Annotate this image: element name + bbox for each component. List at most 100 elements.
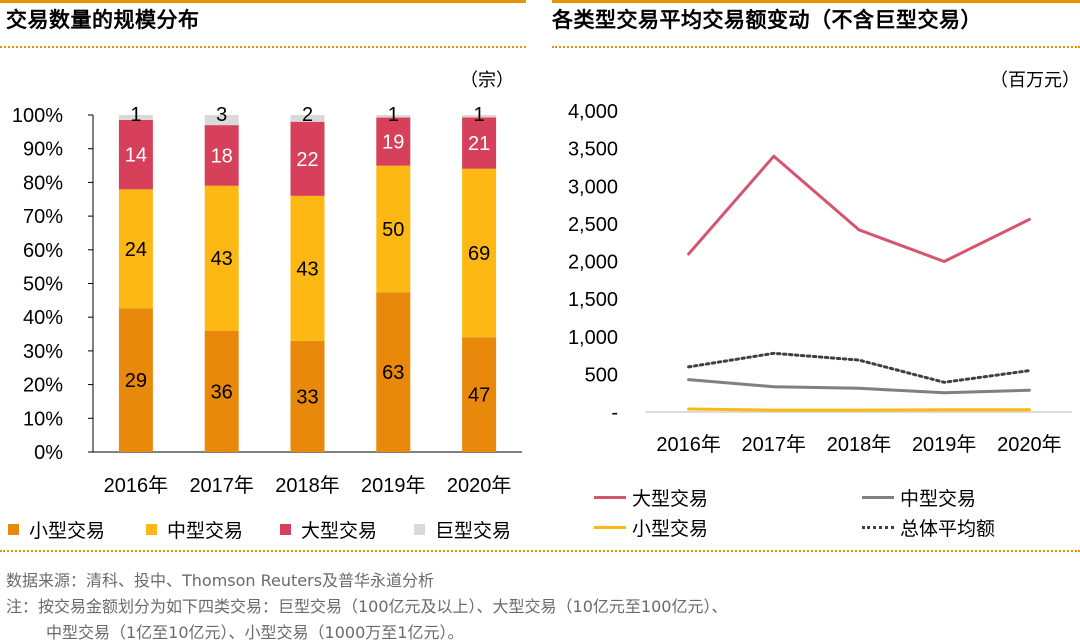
- legend-label: 大型交易: [301, 520, 378, 542]
- data-label: 19: [382, 132, 404, 154]
- legend-label: 小型交易: [29, 520, 106, 542]
- bar-segment: [118, 189, 153, 309]
- bar-segment: [462, 115, 497, 118]
- bar-segment: [290, 121, 325, 196]
- bar-segment: [376, 117, 411, 166]
- legend-item-medium-line: 中型交易: [862, 484, 976, 511]
- y-tick-label: 1,500: [568, 289, 618, 311]
- y-tick-label: 2,500: [568, 214, 618, 236]
- footer-separator: [0, 550, 1080, 552]
- legend-item-large: 大型交易: [280, 516, 377, 543]
- data-label: 24: [125, 239, 147, 261]
- right-panel-title: 各类型交易平均交易额变动（不含巨型交易）: [552, 8, 982, 32]
- left-unit-label: （宗）: [460, 70, 514, 91]
- legend-swatch: [8, 524, 19, 535]
- legend-swatch: [146, 524, 157, 535]
- data-label: 43: [211, 248, 233, 270]
- y-tick-label: 0%: [34, 442, 63, 464]
- data-label: 1: [474, 104, 485, 126]
- bar-segment: [118, 308, 153, 452]
- x-tick-label: 2018年: [827, 433, 892, 456]
- y-tick-label: 10%: [23, 408, 63, 430]
- series-line: [687, 378, 1031, 395]
- data-label: 21: [468, 133, 490, 155]
- data-label: 18: [211, 145, 233, 167]
- data-label: 43: [296, 258, 318, 280]
- series-line: [687, 154, 1031, 263]
- footer-note-line-1: 注：按交易金额划分为如下四类交易：巨型交易（100亿元及以上）、大型交易（10亿…: [6, 597, 728, 616]
- x-tick-label: 2019年: [361, 474, 426, 497]
- x-tick-label: 2016年: [656, 433, 721, 456]
- y-tick-label: 40%: [23, 307, 63, 329]
- data-label: 36: [211, 381, 233, 403]
- x-tick-label: 2019年: [912, 433, 977, 456]
- x-tick-label: 2020年: [997, 433, 1062, 456]
- footer-note-line-2: 中型交易（1亿至10亿元）、小型交易（1000万至1亿元）。: [46, 623, 464, 642]
- y-tick-label: 3,000: [568, 176, 618, 198]
- legend-label: 小型交易: [632, 518, 709, 540]
- bar-segment: [462, 117, 497, 169]
- y-tick-label: 100%: [12, 105, 63, 127]
- data-label: 1: [388, 104, 399, 126]
- bar-segment: [290, 195, 325, 341]
- data-label: 14: [125, 145, 147, 167]
- legend-swatch: [594, 526, 626, 529]
- series-line: [687, 407, 1031, 412]
- right-unit-label: （百万元）: [990, 70, 1080, 91]
- data-label: 63: [382, 362, 404, 384]
- bar-segment: [462, 168, 497, 338]
- y-tick-label: 60%: [23, 240, 63, 262]
- left-panel-title: 交易数量的规模分布: [6, 8, 200, 32]
- bar-segment: [204, 115, 239, 126]
- y-tick-label: 500: [585, 364, 618, 386]
- y-tick-label: 80%: [23, 172, 63, 194]
- x-tick-label: 2017年: [189, 474, 254, 497]
- data-label: 50: [382, 219, 404, 241]
- y-tick-label: 90%: [23, 139, 63, 161]
- bar-segment: [204, 125, 239, 186]
- legend-item-large-line: 大型交易: [594, 484, 708, 511]
- y-tick-label: 2,000: [568, 252, 618, 274]
- bar-segment: [204, 330, 239, 452]
- y-tick-label: -: [611, 402, 618, 424]
- legend-swatch: [280, 524, 291, 535]
- y-tick-label: 20%: [23, 375, 63, 397]
- right-header-rule: [552, 0, 1080, 3]
- legend-label: 中型交易: [900, 488, 977, 510]
- left-title-underline: [0, 46, 526, 48]
- legend-item-small: 小型交易: [8, 516, 105, 543]
- legend-label: 巨型交易: [435, 520, 512, 542]
- data-label: 3: [216, 104, 227, 126]
- legend-item-overall-line: 总体平均额: [862, 514, 995, 541]
- legend-swatch: [862, 526, 894, 529]
- y-tick-label: 3,500: [568, 139, 618, 161]
- data-label: 29: [125, 370, 147, 392]
- series-line: [687, 351, 1031, 384]
- bar-segment: [118, 115, 153, 120]
- legend-item-mega: 巨型交易: [414, 516, 511, 543]
- bar-segment: [462, 337, 497, 452]
- left-header-rule: [0, 0, 526, 3]
- y-tick-label: 30%: [23, 341, 63, 363]
- legend-label: 大型交易: [632, 488, 709, 510]
- bar-segment: [376, 292, 411, 452]
- legend-swatch: [594, 496, 626, 499]
- legend-label: 总体平均额: [900, 518, 996, 540]
- bar-segment: [290, 115, 325, 122]
- x-tick-label: 2020年: [447, 474, 512, 497]
- bar-segment: [118, 119, 153, 190]
- y-tick-label: 4,000: [568, 101, 618, 123]
- footer-source: 数据来源：清科、投中、Thomson Reuters及普华永道分析: [6, 571, 435, 590]
- legend-item-medium: 中型交易: [146, 516, 243, 543]
- y-tick-label: 1,000: [568, 327, 618, 349]
- bar-segment: [204, 185, 239, 331]
- bar-segment: [290, 340, 325, 452]
- data-label: 2: [302, 104, 313, 126]
- data-label: 22: [296, 149, 318, 171]
- x-tick-label: 2018年: [275, 474, 340, 497]
- x-tick-label: 2016年: [104, 474, 169, 497]
- legend-swatch: [414, 524, 425, 535]
- y-tick-label: 70%: [23, 206, 63, 228]
